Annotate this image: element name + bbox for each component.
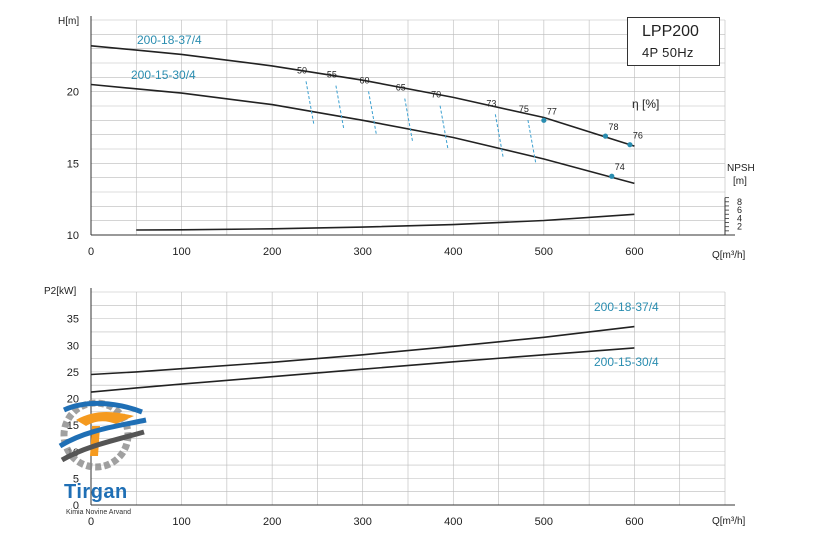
npsh-label: NPSH xyxy=(727,163,755,174)
efficiency-label: 78 xyxy=(608,122,618,132)
power-curve-line xyxy=(90,325,635,376)
y-tick-label: 35 xyxy=(67,314,79,326)
efficiency-dash xyxy=(305,81,315,126)
efficiency-label: 50 xyxy=(297,65,307,75)
efficiency-dash xyxy=(335,85,345,130)
efficiency-label: 70 xyxy=(431,90,441,100)
efficiency-dash xyxy=(368,91,378,136)
x-tick-label: 500 xyxy=(535,516,553,528)
efficiency-label: 65 xyxy=(396,83,406,93)
head-series-label: 200-15-30/4 xyxy=(131,68,196,82)
x-tick-label: 0 xyxy=(88,246,94,258)
x-tick-label: 300 xyxy=(354,246,372,258)
npsh-tick-label: 4 xyxy=(737,213,742,223)
y-tick-label: 10 xyxy=(67,230,79,242)
efficiency-label: 73 xyxy=(486,98,496,108)
efficiency-label: 77 xyxy=(547,106,557,116)
x-tick-label: 200 xyxy=(263,516,281,528)
head-series-label: 200-18-37/4 xyxy=(137,33,202,47)
y-tick-label: 15 xyxy=(67,158,79,170)
efficiency-label: 60 xyxy=(360,75,370,85)
x-tick-label: 500 xyxy=(535,246,553,258)
efficiency-label: 74 xyxy=(615,162,625,172)
head-curve-line xyxy=(90,83,635,185)
logo-name: Tirgan xyxy=(64,481,128,503)
y-tick-label: 20 xyxy=(67,394,79,406)
efficiency-label: 55 xyxy=(327,70,337,80)
npsh-curve-line xyxy=(136,213,635,231)
npsh-tick-label: 6 xyxy=(737,205,742,215)
efficiency-unit-label: η [%] xyxy=(632,97,659,111)
y-tick-label: 25 xyxy=(67,367,79,379)
efficiency-point xyxy=(602,133,609,139)
tirgan-logo xyxy=(58,399,147,471)
x-tick-label: 100 xyxy=(172,516,190,528)
npsh-unit: [m] xyxy=(733,176,747,187)
y-tick-label: 20 xyxy=(67,87,79,99)
x-axis-label: Q[m³/h] xyxy=(712,516,746,527)
x-tick-label: 0 xyxy=(88,516,94,528)
y-tick-label: 5 xyxy=(73,473,79,485)
power-series-label: 200-18-37/4 xyxy=(594,300,659,314)
x-axis-label: Q[m³/h] xyxy=(712,250,746,261)
head-curve-line xyxy=(90,45,635,147)
x-tick-label: 600 xyxy=(625,246,643,258)
y-tick-label: 30 xyxy=(67,340,79,352)
y-tick-label: 0 xyxy=(73,500,79,512)
efficiency-point xyxy=(541,117,547,123)
efficiency-dash xyxy=(439,105,449,150)
chart-title: LPP200 xyxy=(642,23,699,40)
npsh-tick-label: 8 xyxy=(737,197,742,207)
power-series-label: 200-15-30/4 xyxy=(594,355,659,369)
x-tick-label: 200 xyxy=(263,246,281,258)
power-curve-line xyxy=(90,347,635,393)
x-tick-label: 100 xyxy=(172,246,190,258)
efficiency-label: 75 xyxy=(519,104,529,114)
chart-subtitle: 4P 50Hz xyxy=(642,45,694,60)
efficiency-point xyxy=(627,142,633,148)
x-tick-label: 600 xyxy=(625,516,643,528)
x-tick-label: 400 xyxy=(444,246,462,258)
efficiency-label: 76 xyxy=(633,131,643,141)
x-tick-label: 300 xyxy=(354,516,372,528)
efficiency-dash xyxy=(527,119,537,165)
npsh-tick-label: 2 xyxy=(737,222,742,232)
y-axis-label: P2[kW] xyxy=(44,286,76,297)
efficiency-dash xyxy=(404,98,414,143)
logo-subtitle: Kimia Novine Arvand xyxy=(66,509,131,516)
x-tick-label: 400 xyxy=(444,516,462,528)
y-axis-label: H[m] xyxy=(58,16,79,27)
efficiency-dash xyxy=(494,114,504,159)
efficiency-point xyxy=(609,173,615,179)
chart-title-box: LPP200 4P 50Hz xyxy=(627,17,720,66)
